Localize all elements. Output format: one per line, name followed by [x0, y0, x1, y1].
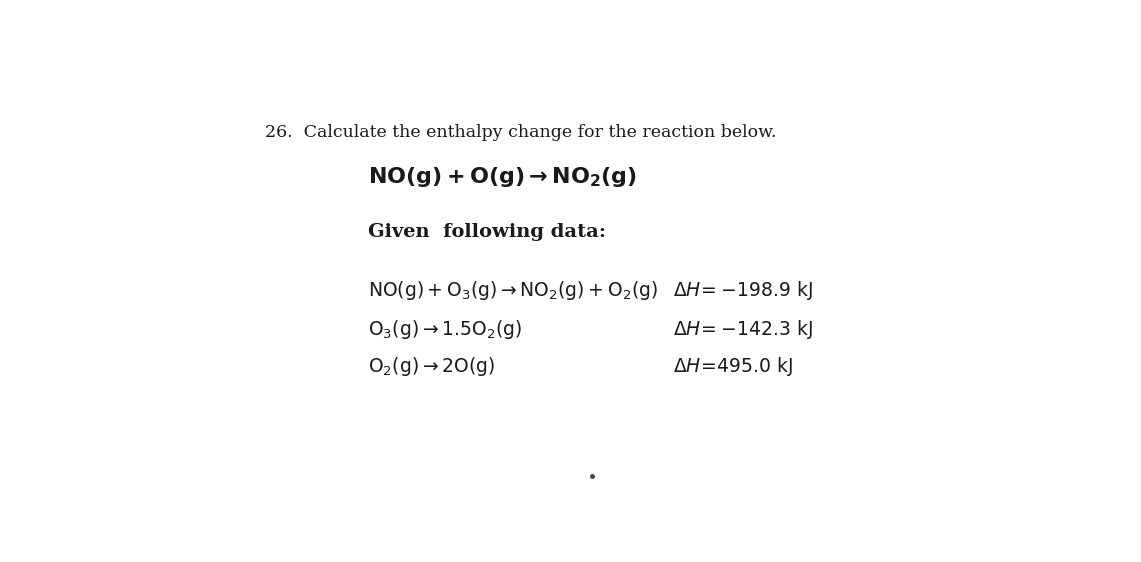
Text: $\mathrm{O_3(g)\rightarrow 1.5O_2(g)}$: $\mathrm{O_3(g)\rightarrow 1.5O_2(g)}$	[369, 319, 523, 342]
Text: $\mathbf{NO(g)+O(g)\rightarrow NO_2(g)}$: $\mathbf{NO(g)+O(g)\rightarrow NO_2(g)}$	[369, 165, 638, 189]
Text: $\Delta H\!=\!-\!142.3\ \mathrm{kJ}$: $\Delta H\!=\!-\!142.3\ \mathrm{kJ}$	[673, 319, 814, 342]
Text: $\mathrm{O_2(g)\rightarrow 2O(g)}$: $\mathrm{O_2(g)\rightarrow 2O(g)}$	[369, 355, 495, 378]
Text: $\mathrm{NO(g)+O_3(g)\rightarrow NO_2(g)+O_2(g)}$: $\mathrm{NO(g)+O_3(g)\rightarrow NO_2(g)…	[369, 279, 658, 302]
Text: $\Delta H\!=\!495.0\ \mathrm{kJ}$: $\Delta H\!=\!495.0\ \mathrm{kJ}$	[673, 355, 793, 378]
Text: Given  following data:: Given following data:	[369, 223, 606, 241]
Text: $\Delta H\!=\!-\!198.9\ \mathrm{kJ}$: $\Delta H\!=\!-\!198.9\ \mathrm{kJ}$	[673, 279, 814, 302]
Text: 26.  Calculate the enthalpy change for the reaction below.: 26. Calculate the enthalpy change for th…	[265, 124, 776, 140]
